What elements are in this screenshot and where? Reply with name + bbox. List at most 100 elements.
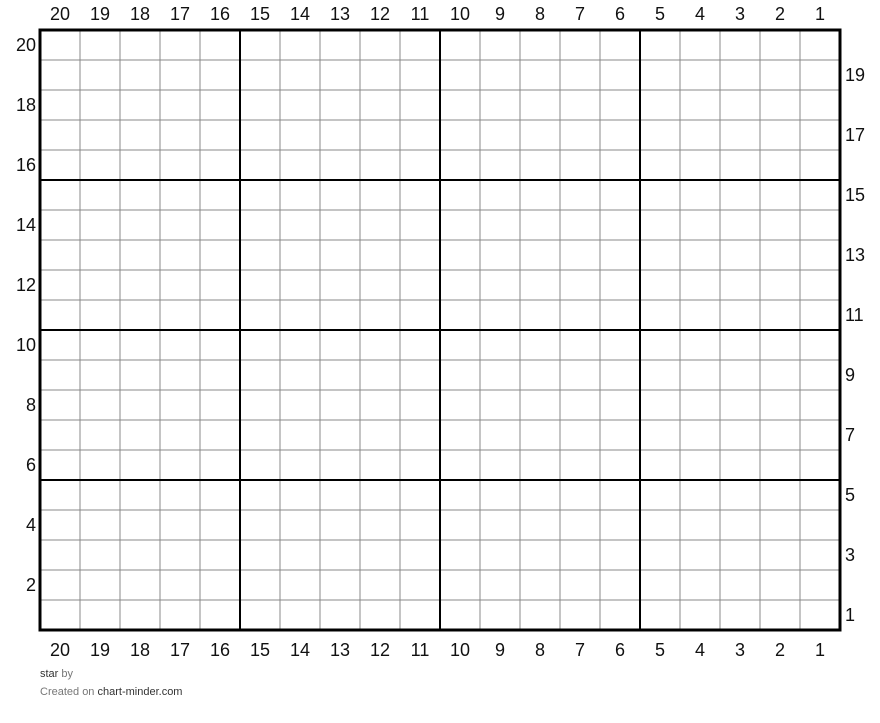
grid-cell[interactable] [280,480,320,510]
grid-cell[interactable] [680,570,720,600]
grid-cell[interactable] [480,240,520,270]
grid-cell[interactable] [400,180,440,210]
grid-cell[interactable] [560,30,600,60]
grid-cell[interactable] [40,330,80,360]
grid-cell[interactable] [640,600,680,630]
grid-cell[interactable] [520,60,560,90]
grid-cell[interactable] [280,420,320,450]
grid-cell[interactable] [80,570,120,600]
grid-cell[interactable] [800,270,840,300]
grid-cell[interactable] [160,300,200,330]
grid-cell[interactable] [280,90,320,120]
grid-cell[interactable] [280,300,320,330]
grid-cell[interactable] [480,540,520,570]
grid-cell[interactable] [320,300,360,330]
grid-cell[interactable] [80,390,120,420]
grid-cell[interactable] [680,420,720,450]
grid-cell[interactable] [680,150,720,180]
grid-cell[interactable] [560,390,600,420]
grid-cell[interactable] [400,150,440,180]
grid-cell[interactable] [40,420,80,450]
grid-cell[interactable] [240,300,280,330]
grid-cell[interactable] [520,120,560,150]
grid-cell[interactable] [120,540,160,570]
grid-cell[interactable] [800,240,840,270]
grid-cell[interactable] [400,570,440,600]
grid-cell[interactable] [400,30,440,60]
grid-cell[interactable] [760,450,800,480]
grid-cell[interactable] [520,510,560,540]
grid-cell[interactable] [680,60,720,90]
grid-cell[interactable] [360,60,400,90]
grid-cell[interactable] [160,210,200,240]
grid-cell[interactable] [720,90,760,120]
grid-cell[interactable] [440,270,480,300]
grid-cell[interactable] [440,210,480,240]
grid-cell[interactable] [40,180,80,210]
grid-cell[interactable] [200,330,240,360]
grid-cell[interactable] [760,270,800,300]
grid-cell[interactable] [160,450,200,480]
grid-cell[interactable] [800,30,840,60]
grid-cell[interactable] [80,510,120,540]
grid-cell[interactable] [120,510,160,540]
grid-cell[interactable] [640,120,680,150]
grid-cell[interactable] [560,240,600,270]
grid-cell[interactable] [160,180,200,210]
grid-cell[interactable] [600,360,640,390]
grid-cell[interactable] [160,600,200,630]
grid-cell[interactable] [640,540,680,570]
grid-cell[interactable] [240,330,280,360]
grid-cell[interactable] [520,420,560,450]
grid-cell[interactable] [760,390,800,420]
grid-cell[interactable] [200,300,240,330]
grid-cell[interactable] [440,150,480,180]
grid-cell[interactable] [440,300,480,330]
grid-cell[interactable] [440,360,480,390]
grid-cell[interactable] [320,210,360,240]
grid-cell[interactable] [200,390,240,420]
grid-cell[interactable] [320,150,360,180]
grid-cell[interactable] [120,570,160,600]
grid-cell[interactable] [720,600,760,630]
grid-cell[interactable] [280,540,320,570]
grid-cell[interactable] [80,480,120,510]
grid-cell[interactable] [320,480,360,510]
grid-cell[interactable] [480,30,520,60]
grid-cell[interactable] [480,330,520,360]
grid-cell[interactable] [760,300,800,330]
grid-cell[interactable] [760,60,800,90]
grid-cell[interactable] [360,120,400,150]
grid-cell[interactable] [720,390,760,420]
grid-cell[interactable] [280,30,320,60]
grid-cell[interactable] [600,150,640,180]
grid-cell[interactable] [440,30,480,60]
grid-cell[interactable] [800,360,840,390]
grid-cell[interactable] [400,510,440,540]
grid-cell[interactable] [280,600,320,630]
grid-cell[interactable] [680,90,720,120]
grid-cell[interactable] [800,120,840,150]
grid-cell[interactable] [200,210,240,240]
grid-cell[interactable] [680,330,720,360]
grid-cell[interactable] [360,570,400,600]
grid-cell[interactable] [720,540,760,570]
grid-cell[interactable] [440,390,480,420]
grid-cell[interactable] [240,240,280,270]
grid-cell[interactable] [480,180,520,210]
grid-cell[interactable] [200,600,240,630]
grid-cell[interactable] [600,210,640,240]
grid-cell[interactable] [720,240,760,270]
grid-cell[interactable] [200,240,240,270]
grid-cell[interactable] [240,570,280,600]
grid-cell[interactable] [520,300,560,330]
grid-cell[interactable] [200,60,240,90]
grid-cell[interactable] [520,150,560,180]
grid-cell[interactable] [40,480,80,510]
grid-cell[interactable] [640,150,680,180]
grid-cell[interactable] [240,390,280,420]
grid-cell[interactable] [440,480,480,510]
grid-cell[interactable] [120,360,160,390]
grid-cell[interactable] [280,120,320,150]
grid-cell[interactable] [800,600,840,630]
